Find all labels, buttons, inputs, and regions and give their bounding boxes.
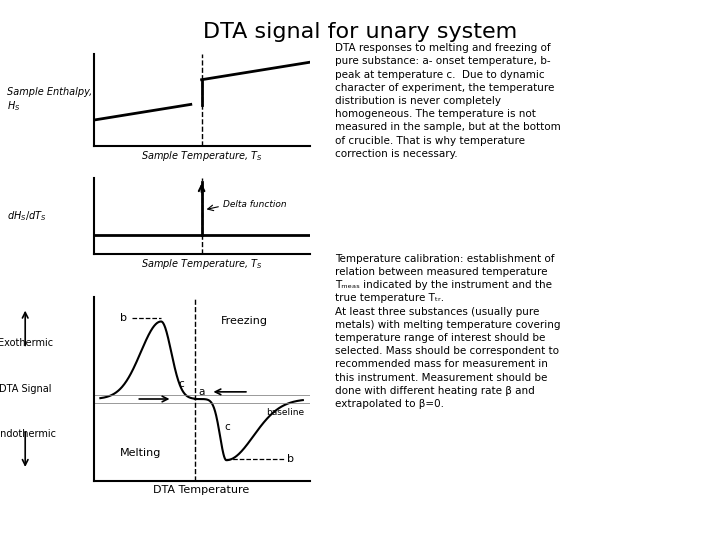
X-axis label: DTA Temperature: DTA Temperature [153,485,250,495]
Text: a: a [198,387,204,397]
X-axis label: Sample Temperature, $T_S$: Sample Temperature, $T_S$ [141,256,262,271]
Text: Melting: Melting [120,448,161,458]
X-axis label: Sample Temperature, $T_S$: Sample Temperature, $T_S$ [141,148,262,163]
Text: b: b [287,454,294,464]
Text: $dH_S/dT_S$: $dH_S/dT_S$ [7,209,47,223]
Text: c: c [225,422,230,431]
Text: Freezing: Freezing [221,315,268,326]
Text: b: b [120,313,127,323]
Text: Exothermic: Exothermic [0,338,53,348]
Text: Sample Enthalpy,
$H_S$: Sample Enthalpy, $H_S$ [7,87,92,113]
Text: Delta function: Delta function [223,200,287,209]
Text: Temperature calibration: establishment of
relation between measured temperature
: Temperature calibration: establishment o… [335,254,560,409]
Text: DTA responses to melting and freezing of
pure substance: a- onset temperature, b: DTA responses to melting and freezing of… [335,43,561,159]
Text: DTA signal for unary system: DTA signal for unary system [203,22,517,42]
Text: DTA Signal: DTA Signal [0,384,51,394]
Text: Endothermic: Endothermic [0,429,56,440]
Text: c: c [179,379,184,389]
Text: baseline: baseline [266,408,304,417]
